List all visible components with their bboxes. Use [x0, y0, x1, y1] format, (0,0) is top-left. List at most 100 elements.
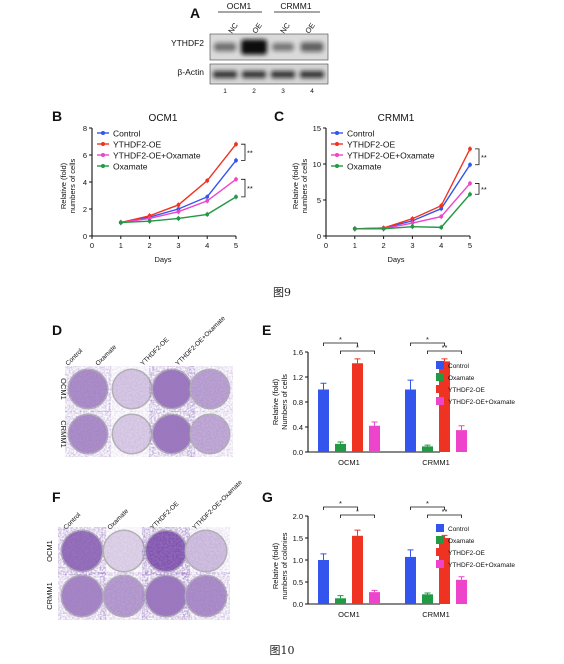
data-point: [468, 181, 472, 186]
panel-a-label: A: [190, 5, 200, 21]
panel-e-label: E: [262, 322, 271, 338]
legend-swatch: [436, 397, 444, 405]
panel-b-ylabel-line1: Relative (fold): [59, 162, 68, 209]
significance-bracket: [340, 514, 375, 518]
ythdf2-bands: [213, 39, 324, 55]
bar-control-ocm1: [318, 389, 329, 452]
legend-marker: [101, 131, 105, 135]
significance-mark: *: [356, 343, 359, 352]
panel-g-ylabel-line1: Relative (fold): [271, 542, 280, 589]
actin-bands: [213, 71, 324, 78]
y-tick-label: 0.4: [293, 423, 303, 432]
data-point: [352, 226, 357, 231]
panel-b-ylabel-line2: numbers of cells: [68, 158, 77, 213]
y-tick-label: 1.5: [293, 534, 303, 543]
significance-bracket: [323, 342, 358, 346]
bar-control-ocm1: [318, 560, 329, 604]
plate-f-row-label-2: CRMM1: [45, 582, 54, 610]
data-point: [147, 216, 152, 221]
plate-f-col-label-1: Control: [62, 511, 82, 531]
blot-lane-label-3: NC: [278, 21, 292, 36]
x-tick-label: 4: [439, 241, 443, 250]
legend-swatch: [436, 385, 444, 393]
x-tick-label: 2: [382, 241, 386, 250]
actin-band-lane-4: [300, 71, 324, 78]
significance-mark: *: [339, 499, 342, 508]
significance-mark: *: [339, 335, 342, 344]
y-tick-label: 10: [313, 160, 321, 169]
data-point: [234, 142, 238, 147]
bar-oxamate-ocm1: [335, 443, 346, 452]
panel-e-chart: E Relative (fold) Numbers of cells 0.0 0.…: [262, 322, 515, 467]
x-tick-label: 4: [205, 241, 209, 250]
panel-c-ylabel-line1: Relative (fold): [291, 162, 300, 209]
significance-bracket: [427, 514, 462, 518]
legend-swatch: [436, 524, 444, 532]
f-plate-texture: [62, 531, 102, 571]
data-point: [205, 199, 210, 203]
ythdf2-band-lane-4: [300, 42, 324, 52]
y-tick-label: 4: [83, 178, 87, 187]
significance-mark: *: [426, 499, 429, 508]
legend-label: Oxamate: [448, 538, 475, 545]
data-point: [468, 162, 472, 167]
x-tick-label: 1: [353, 241, 357, 250]
plate-d-col-label-3: YTHDF2-OE: [139, 336, 170, 367]
error-bar: [424, 592, 431, 595]
d-plate-texture: [69, 415, 107, 453]
f-plate-texture: [62, 576, 102, 616]
ythdf2-band-lane-1: [213, 42, 237, 52]
bar-oxamate-ocm1: [335, 598, 346, 604]
d-plate-texture: [153, 370, 191, 408]
error-bar: [354, 358, 361, 364]
data-point: [381, 226, 386, 231]
x-tick-label: 3: [176, 241, 180, 250]
legend-label: YTHDF2-OE: [448, 387, 486, 394]
plate-f-col-label-2: Oxamate: [106, 508, 130, 532]
data-point: [205, 212, 210, 217]
significance-mark: **: [442, 343, 448, 352]
significance-mark: **: [481, 185, 487, 194]
bar-ythdf2-oe-oxamate-crmm1: [456, 430, 467, 452]
legend-label: YTHDF2-OE: [448, 550, 486, 557]
legend-label: Control: [448, 526, 470, 533]
plate-d-row-label-1: OCM1: [59, 378, 68, 400]
legend-marker: [335, 164, 339, 168]
blot-lane-number-3: 3: [281, 88, 285, 95]
f-plate-texture: [186, 576, 226, 616]
significance-bracket: [241, 178, 246, 198]
y-tick-label: 2: [83, 205, 87, 214]
actin-band-lane-2: [242, 71, 266, 78]
blot-lane-number-1: 1: [223, 88, 227, 95]
error-bar: [441, 534, 448, 538]
legend-label: Control: [347, 128, 375, 138]
significance-mark: **: [481, 153, 487, 162]
panel-e-ylabel-line1: Relative (fold): [271, 378, 280, 425]
y-tick-label: 5: [317, 196, 321, 205]
data-point: [234, 158, 238, 163]
f-plate-texture: [104, 576, 144, 616]
legend-swatch: [436, 548, 444, 556]
panel-c-ylabel-line2: numbers of cells: [300, 158, 309, 213]
bar-ythdf2-oe-oxamate-ocm1: [369, 425, 380, 452]
x-tick-label: 5: [468, 241, 472, 250]
significance-bracket: [427, 350, 462, 354]
panel-g-label: G: [262, 489, 273, 505]
significance-mark: *: [426, 335, 429, 344]
significance-bracket: [410, 506, 445, 510]
blot-protein-ythdf2: YTHDF2: [171, 38, 204, 48]
panel-f-label: F: [52, 489, 61, 505]
category-label: CRMM1: [422, 610, 450, 619]
panel-b-title: OCM1: [149, 113, 178, 124]
data-point: [118, 220, 123, 225]
significance-mark: *: [356, 507, 359, 516]
significance-bracket: [323, 506, 358, 510]
panel-e-ylabel-line2: Numbers of cells: [280, 374, 289, 430]
x-tick-label: 1: [119, 241, 123, 250]
legend-swatch: [436, 373, 444, 381]
x-tick-label: 5: [234, 241, 238, 250]
data-point: [234, 194, 238, 199]
data-point: [439, 225, 444, 230]
figure9-caption: 图9: [273, 286, 291, 299]
data-point: [147, 213, 152, 218]
